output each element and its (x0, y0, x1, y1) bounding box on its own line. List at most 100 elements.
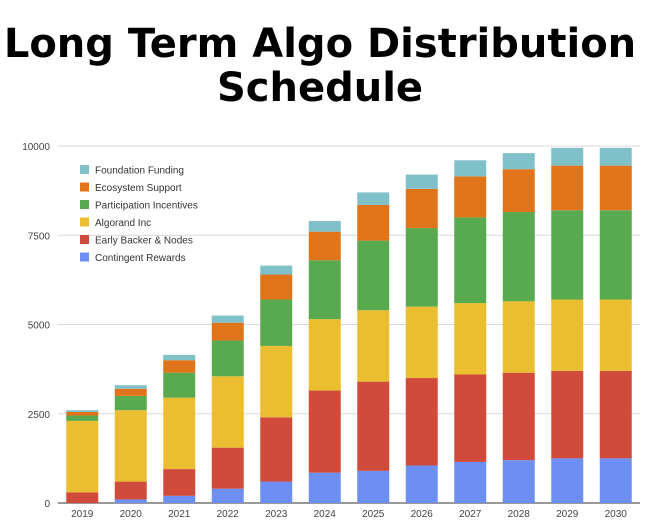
bar-segment (163, 354, 196, 361)
bar-segment (502, 460, 535, 503)
bar-segment (502, 153, 535, 170)
bar-segment (211, 488, 244, 503)
bar-segment (211, 340, 244, 377)
bar-segment (308, 472, 341, 503)
x-tick-label: 2024 (314, 509, 337, 520)
legend-label: Foundation Funding (95, 166, 184, 177)
bar-segment (599, 458, 632, 503)
bar-segment (260, 345, 293, 418)
bar-segment (405, 174, 438, 189)
x-tick-label: 2028 (508, 509, 531, 520)
bar-segment (260, 274, 293, 300)
bar-segment (308, 231, 341, 261)
legend-swatch (80, 182, 89, 192)
bar-segment (405, 306, 438, 379)
bar-segment (551, 370, 584, 459)
x-tick-label: 2023 (265, 509, 288, 520)
bar-segment (211, 315, 244, 323)
legend: Foundation Funding Ecosystem Support Parti… (80, 165, 198, 264)
bar-segment (163, 469, 196, 496)
bar-segment (163, 360, 196, 373)
bar-segment (599, 147, 632, 166)
bar-segment (260, 265, 293, 275)
bar-segment (114, 385, 147, 389)
bar-segment (260, 481, 293, 503)
bar-segment (551, 210, 584, 300)
bar-segment (599, 299, 632, 371)
bar-segment (260, 417, 293, 482)
bar-segment (114, 395, 147, 411)
bar-segment (308, 319, 341, 391)
bar-segment (405, 378, 438, 466)
y-axis: 0 2500 5000 7500 10000 (22, 142, 50, 510)
gridlines (58, 145, 640, 504)
bars (66, 147, 632, 503)
bar-segment (599, 165, 632, 211)
bar-segment (502, 169, 535, 213)
x-tick-label: 2030 (605, 509, 628, 520)
bar-segment (502, 212, 535, 302)
bar-segment (66, 410, 99, 412)
y-tick-label: 5000 (28, 321, 51, 332)
x-tick-label: 2022 (217, 509, 240, 520)
bar-segment (551, 165, 584, 211)
bar-segment (357, 204, 390, 241)
bar-segment (599, 210, 632, 300)
bar-segment (454, 374, 487, 462)
bar-segment (114, 410, 147, 482)
legend-label: Participation Incentives (95, 201, 198, 212)
bar-segment (260, 299, 293, 346)
bar-segment (163, 372, 196, 398)
bar-segment (551, 147, 584, 166)
bar-segment (502, 372, 535, 461)
bar-segment (599, 370, 632, 459)
x-tick-label: 2021 (168, 509, 191, 520)
bar-segment (502, 301, 535, 373)
bar-segment (163, 397, 196, 470)
legend-swatch (80, 217, 89, 227)
bar-segment (211, 447, 244, 489)
bar-segment (163, 495, 196, 503)
legend-label: Ecosystem Support (95, 183, 182, 194)
y-tick-label: 10000 (22, 142, 50, 153)
bar-segment (114, 499, 147, 503)
bar-segment (308, 260, 341, 320)
y-tick-label: 0 (44, 499, 50, 510)
bar-segment (357, 470, 390, 503)
bar-segment (454, 176, 487, 218)
x-axis: 2019 2020 2021 2022 2023 2024 2025 2026 2027 2028… (71, 509, 627, 520)
bar-segment (114, 388, 147, 396)
chart-title-line2: Schedule (216, 65, 424, 111)
y-tick-label: 2500 (28, 410, 51, 421)
legend-swatch (80, 235, 89, 244)
bar-segment (454, 217, 487, 304)
bar-segment (357, 381, 390, 471)
bar-segment (454, 461, 487, 503)
x-tick-label: 2019 (71, 509, 94, 520)
legend-swatch (80, 252, 89, 262)
x-tick-label: 2020 (120, 509, 143, 520)
legend-swatch (80, 165, 89, 174)
bar-segment (66, 411, 99, 416)
legend-label: Contingent Rewards (95, 253, 186, 264)
bar-segment (551, 299, 584, 371)
bar-segment (551, 458, 584, 503)
bar-segment (114, 481, 147, 500)
bar-segment (66, 492, 99, 503)
bar-segment (357, 240, 390, 311)
bar-segment (66, 420, 99, 493)
bar-segment (454, 303, 487, 375)
bar-segment (357, 192, 390, 205)
legend-label: Algorand Inc (95, 218, 151, 229)
x-tick-label: 2029 (556, 509, 579, 520)
bar-segment (211, 376, 244, 448)
bar-segment (308, 390, 341, 473)
legend-swatch (80, 200, 89, 209)
chart-title-line1: Long Term Algo Distribution (3, 21, 637, 67)
bar-segment (405, 188, 438, 229)
legend-label: Early Backer & Nodes (95, 236, 193, 247)
bar-segment (454, 160, 487, 177)
bar-segment (405, 228, 438, 307)
bar-segment (405, 465, 438, 503)
